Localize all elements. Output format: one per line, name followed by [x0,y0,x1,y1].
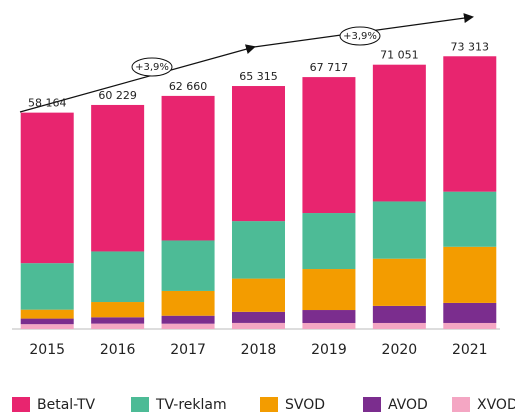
bar-segment [20,324,74,329]
bar-segment [91,104,145,252]
bar-segment [161,290,215,316]
bar-segment [20,263,74,310]
legend-swatch [452,397,470,413]
legend-label: AVOD [388,397,428,412]
x-tick-label: 2017 [170,342,206,358]
bar-segment [161,95,215,241]
bar-segment [232,311,285,323]
bar-segment [372,305,426,323]
bar-segment [232,322,285,329]
bar-segment [232,86,285,222]
total-label: 65 315 [239,70,278,83]
x-tick-label: 2020 [382,342,418,358]
x-tick-label: 2018 [241,342,277,358]
x-tick-label: 2019 [311,342,347,358]
bar-segment [302,310,356,324]
bar-segment [20,309,74,319]
bar-segment [161,315,215,324]
total-label: 73 313 [451,40,490,53]
legend-label: Betal-TV [37,397,95,412]
bar-segment [443,322,497,329]
bar-segment [91,302,145,318]
bar-segment [372,322,426,329]
annotation: +3,9% [135,62,169,73]
annotation-bubble [339,26,381,46]
legend-swatch [131,397,149,413]
total-label: 71 051 [380,49,419,62]
bar-segment [443,56,497,192]
legend-label: XVOD [477,397,515,412]
bar-segment [302,213,356,270]
trend-arrow [19,44,256,113]
legend-swatch [260,397,278,413]
bar-segment [91,251,145,303]
bar-segment [20,318,74,325]
bar-segment [302,269,356,311]
bar-segment [372,201,426,259]
bar-segment [443,246,497,303]
bar-segment [302,77,356,214]
legend-label: SVOD [285,397,325,412]
total-label: 60 229 [98,89,137,102]
x-tick-label: 2016 [100,342,136,358]
bar-segment [91,323,145,329]
x-tick-label: 2021 [452,342,488,358]
legend-swatch [363,397,381,413]
bar-segment [232,278,285,312]
x-tick-label: 2015 [29,342,65,358]
bar-segment [443,302,497,323]
legend-swatch [12,397,30,413]
bar-segment [232,221,285,279]
annotation: +3,9% [343,31,377,42]
bar-segment [302,323,356,329]
bar-segment [91,317,145,324]
annotation-bubble [131,57,173,77]
total-label: 58 164 [28,97,67,110]
bar-segment [161,240,215,291]
bar-segment [372,64,426,202]
total-label: 62 660 [169,80,208,93]
bar-segment [20,112,74,264]
bar-segment [372,258,426,306]
legend-label: TV-reklam [155,397,227,412]
bar-segment [443,191,497,247]
total-label: 67 717 [310,61,349,74]
bar-segment [161,323,215,329]
